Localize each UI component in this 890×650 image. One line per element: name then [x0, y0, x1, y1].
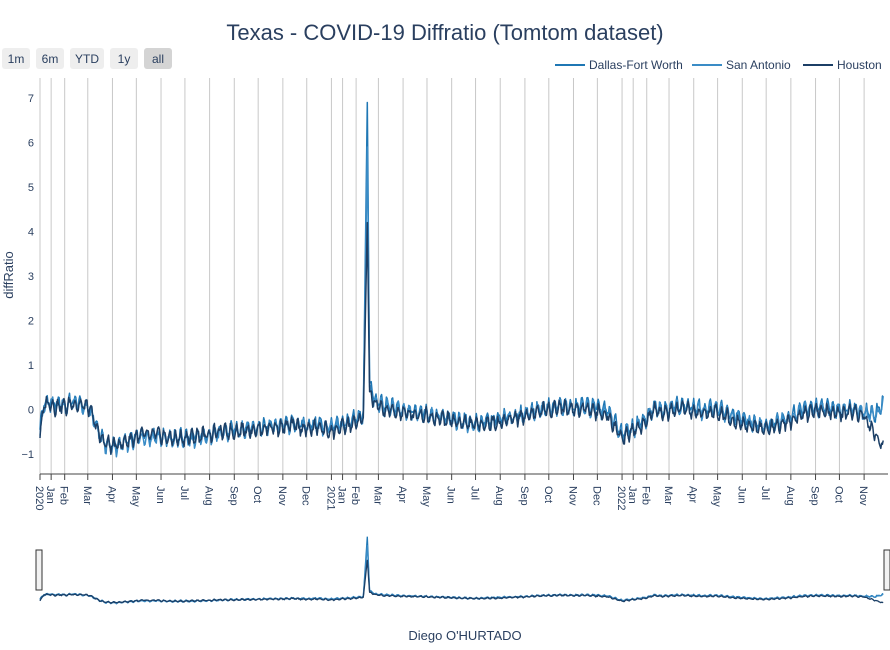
x-tick-label: Mar	[662, 486, 674, 505]
x-tick-label: 2022	[615, 486, 627, 510]
legend-item-0[interactable]: Dallas-Fort Worth	[555, 58, 683, 72]
y-axis: −1 0 1 2 3 4 5 6 7	[21, 93, 34, 461]
x-tick-label: Jun	[154, 486, 166, 504]
x-tick-label: Mar	[81, 486, 93, 505]
x-axis-title: Diego O'HURTADO	[408, 628, 521, 643]
x-tick-label: Jun	[735, 486, 747, 504]
legend-label: San Antonio	[726, 58, 791, 72]
range-button-all[interactable]: all	[144, 48, 172, 69]
x-tick-label: May	[129, 486, 141, 507]
legend-label: Houston	[837, 58, 882, 72]
range-button-bg	[144, 48, 172, 69]
x-tick-label: Jul	[469, 486, 481, 500]
x-tick-label: Apr	[687, 486, 699, 503]
x-tick-label: Dec	[300, 486, 312, 506]
x-tick-label: Sep	[227, 486, 239, 506]
x-tick-label: Sep	[809, 486, 821, 506]
x-tick-label: May	[711, 486, 723, 507]
range-button-1m[interactable]: 1m	[2, 48, 30, 69]
range-button-label: 6m	[42, 52, 59, 66]
series-group	[39, 101, 884, 458]
range-button-bg	[70, 48, 104, 69]
y-tick-label: 3	[28, 271, 34, 283]
range-button-1y[interactable]: 1y	[110, 48, 138, 69]
legend-label: Dallas-Fort Worth	[589, 58, 683, 72]
range-button-label: 1m	[8, 52, 25, 66]
series-line-2	[39, 221, 884, 455]
x-tick-label: Feb	[640, 486, 652, 505]
range-button-bg	[2, 48, 30, 69]
series-line-1	[39, 146, 884, 458]
x-tick-label: Jul	[759, 486, 771, 500]
x-axis: 2020 Jan Feb Mar Apr May Jun Jul Aug Sep Oct Nov Dec…	[33, 473, 888, 510]
y-tick-label: −1	[21, 449, 34, 461]
chart-title: Texas - COVID-19 Diffratio (Tomtom datas…	[226, 20, 663, 45]
x-tick-label: Aug	[493, 486, 505, 506]
x-tick-label: 2020	[33, 486, 45, 510]
range-selector: 1m 6m YTD 1y all	[2, 48, 172, 69]
x-tick-label: Aug	[203, 486, 215, 506]
range-slider-handle-right[interactable]	[883, 549, 890, 591]
range-button-ytd[interactable]: YTD	[70, 48, 104, 69]
y-tick-label: 7	[28, 93, 34, 105]
x-tick-label: Mar	[371, 486, 383, 505]
x-tick-label: Dec	[590, 486, 602, 506]
x-tick-label: 2021	[324, 486, 336, 510]
range-slider-bg	[40, 532, 888, 608]
x-tick-label: Nov	[276, 486, 288, 506]
y-axis-title: diffRatio	[1, 251, 16, 298]
x-tick-label: Jan	[44, 486, 56, 504]
range-button-bg	[36, 48, 64, 69]
range-button-label: 1y	[118, 52, 131, 66]
y-tick-label: 4	[28, 227, 34, 239]
x-tick-label: Nov	[857, 486, 869, 506]
x-tick-label: Apr	[396, 486, 408, 503]
y-tick-label: 5	[28, 182, 34, 194]
x-tick-label: May	[420, 486, 432, 507]
x-tick-label: Feb	[58, 486, 70, 505]
x-tick-label: Apr	[105, 486, 117, 503]
range-button-bg	[110, 48, 138, 69]
x-tick-label: Jun	[445, 486, 457, 504]
x-tick-label: Oct	[251, 486, 263, 503]
range-slider-handle-left[interactable]	[35, 549, 43, 591]
y-tick-label: 2	[28, 315, 34, 327]
legend-item-1[interactable]: San Antonio	[692, 58, 791, 72]
y-tick-label: 6	[28, 138, 34, 150]
range-button-label: all	[152, 52, 164, 66]
x-tick-label: Jan	[626, 486, 638, 504]
range-button-label: YTD	[75, 52, 99, 66]
legend-item-2[interactable]: Houston	[803, 58, 882, 72]
grid	[39, 78, 865, 474]
x-tick-label: Jul	[178, 486, 190, 500]
x-tick-label: Nov	[566, 486, 578, 506]
x-tick-label: Oct	[542, 486, 554, 503]
legend: Dallas-Fort Worth San Antonio Houston	[555, 58, 882, 72]
range-slider-line-2	[39, 559, 884, 605]
x-tick-label: Sep	[518, 486, 530, 506]
x-tick-label: Aug	[784, 486, 796, 506]
range-button-6m[interactable]: 6m	[36, 48, 64, 69]
range-slider[interactable]	[35, 532, 890, 608]
x-tick-label: Feb	[349, 486, 361, 505]
y-tick-label: 1	[28, 360, 34, 372]
x-tick-label: Jan	[336, 486, 348, 504]
series-line-0	[39, 101, 884, 453]
x-tick-label: Oct	[832, 486, 844, 503]
y-tick-label: 0	[28, 404, 34, 416]
